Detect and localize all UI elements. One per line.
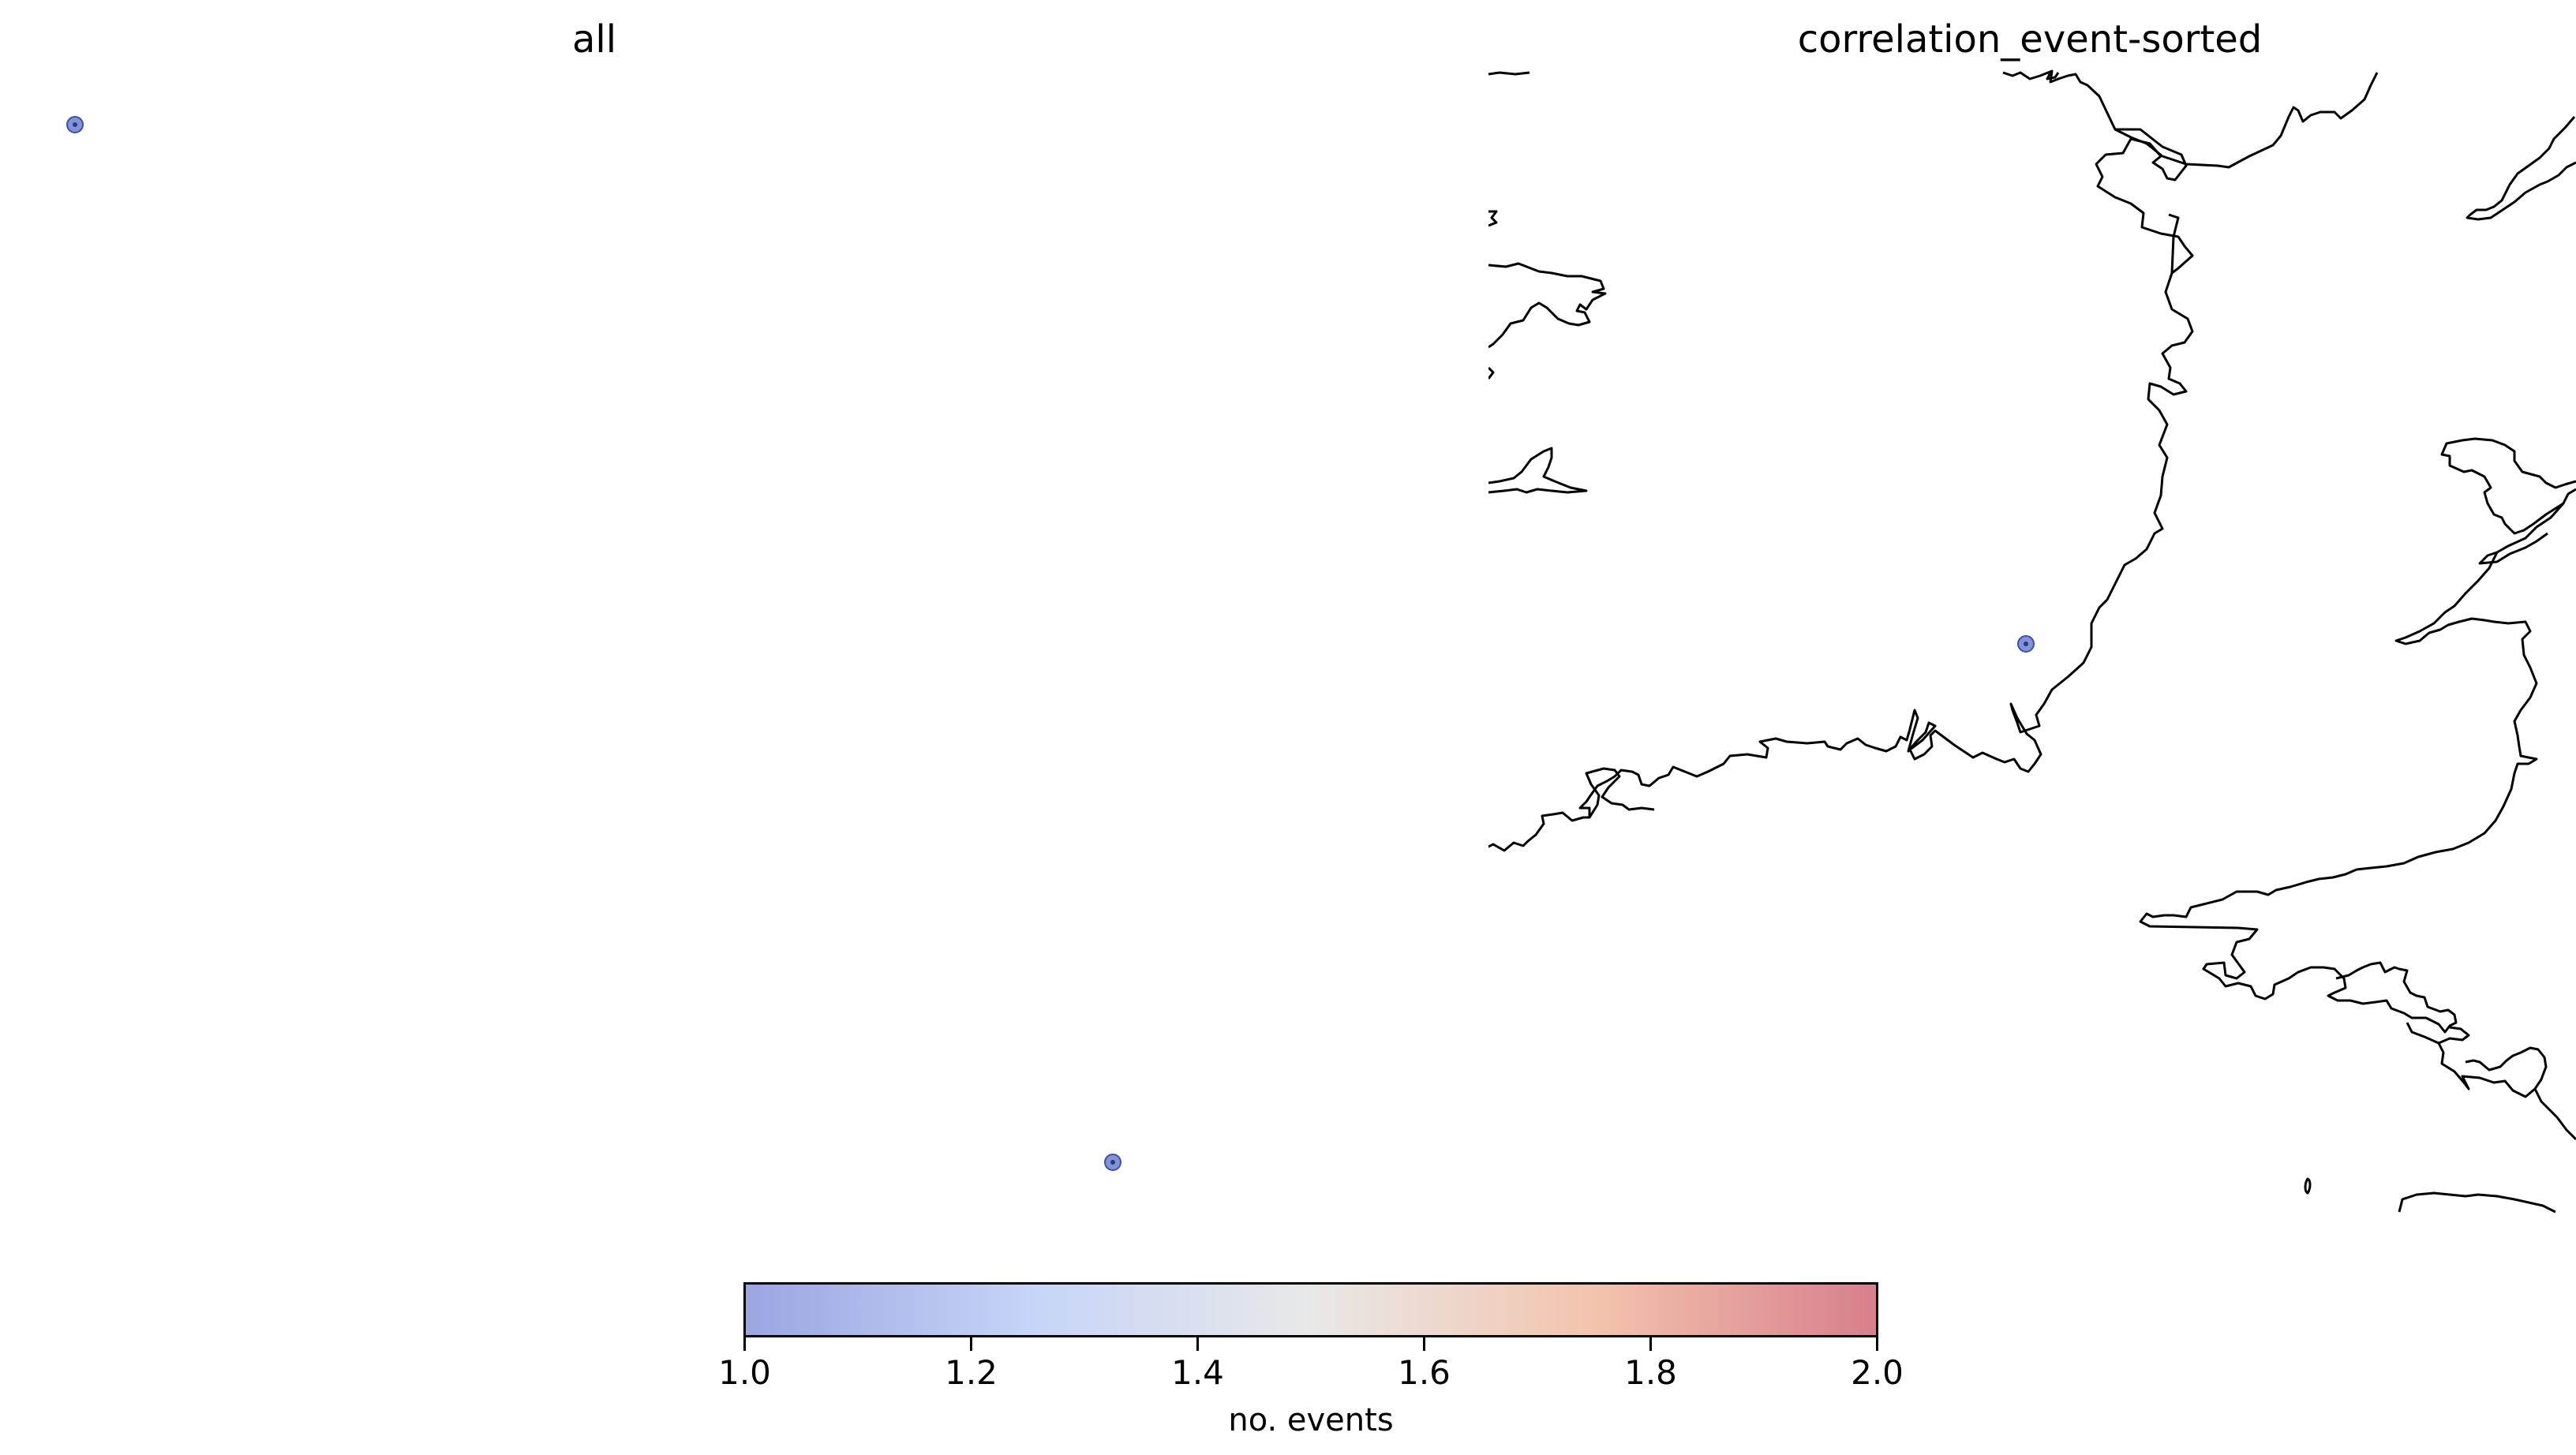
coastline-northwest-5 — [1488, 447, 1588, 494]
panel-title-correlation: correlation_event-sorted — [1797, 17, 2263, 62]
coastline-northwest-1 — [1488, 71, 1530, 76]
coastline-south-edge — [2398, 1191, 2556, 1214]
coastline-east-spine — [1488, 213, 2194, 852]
coastline-islet — [2304, 1177, 2312, 1195]
colorbar-tick — [1876, 1337, 1878, 1351]
colorbar-tick — [743, 1337, 746, 1351]
event-point-center — [73, 122, 77, 127]
panel-title-all: all — [571, 17, 617, 62]
colorbar-label: no. events — [1228, 1402, 1394, 1438]
colorbar — [743, 1282, 1878, 1337]
coastline-southeast-bays — [2202, 926, 2458, 1034]
event-points — [66, 116, 2035, 1171]
colorbar-tick — [1423, 1337, 1425, 1351]
coastline-northwest-2 — [1488, 210, 1498, 227]
coastline-northwest-3 — [1488, 262, 1607, 349]
coastline-peninsula — [1585, 767, 1655, 818]
coastline-northeast — [2466, 116, 2576, 221]
colorbar-tick-label: 1.4 — [1171, 1353, 1224, 1392]
colorbar-tick-label: 1.6 — [1398, 1353, 1451, 1392]
colorbar-tick — [1196, 1337, 1199, 1351]
coastline-east-landmass-cove — [2478, 503, 2565, 565]
coastline-main — [2002, 69, 2379, 169]
colorbar-tick — [970, 1337, 972, 1351]
coastline-east-landmass — [2440, 437, 2576, 535]
event-point-center — [2024, 641, 2028, 646]
colorbar-tick-label: 2.0 — [1851, 1353, 1904, 1392]
coastline-northwest-6 — [2046, 72, 2060, 80]
coastline-south-bays — [2406, 1022, 2576, 1141]
coastline-west-bay — [2095, 128, 2194, 275]
colorbar-tick — [1649, 1337, 1652, 1351]
coastline-northwest-4 — [1488, 366, 1495, 380]
event-point-center — [1110, 1160, 1115, 1165]
coastline-east-south — [2139, 552, 2538, 929]
colorbar-tick-label: 1.0 — [718, 1353, 771, 1392]
colorbar-tick-label: 1.2 — [945, 1353, 998, 1392]
colorbar-tick-label: 1.8 — [1624, 1353, 1677, 1392]
